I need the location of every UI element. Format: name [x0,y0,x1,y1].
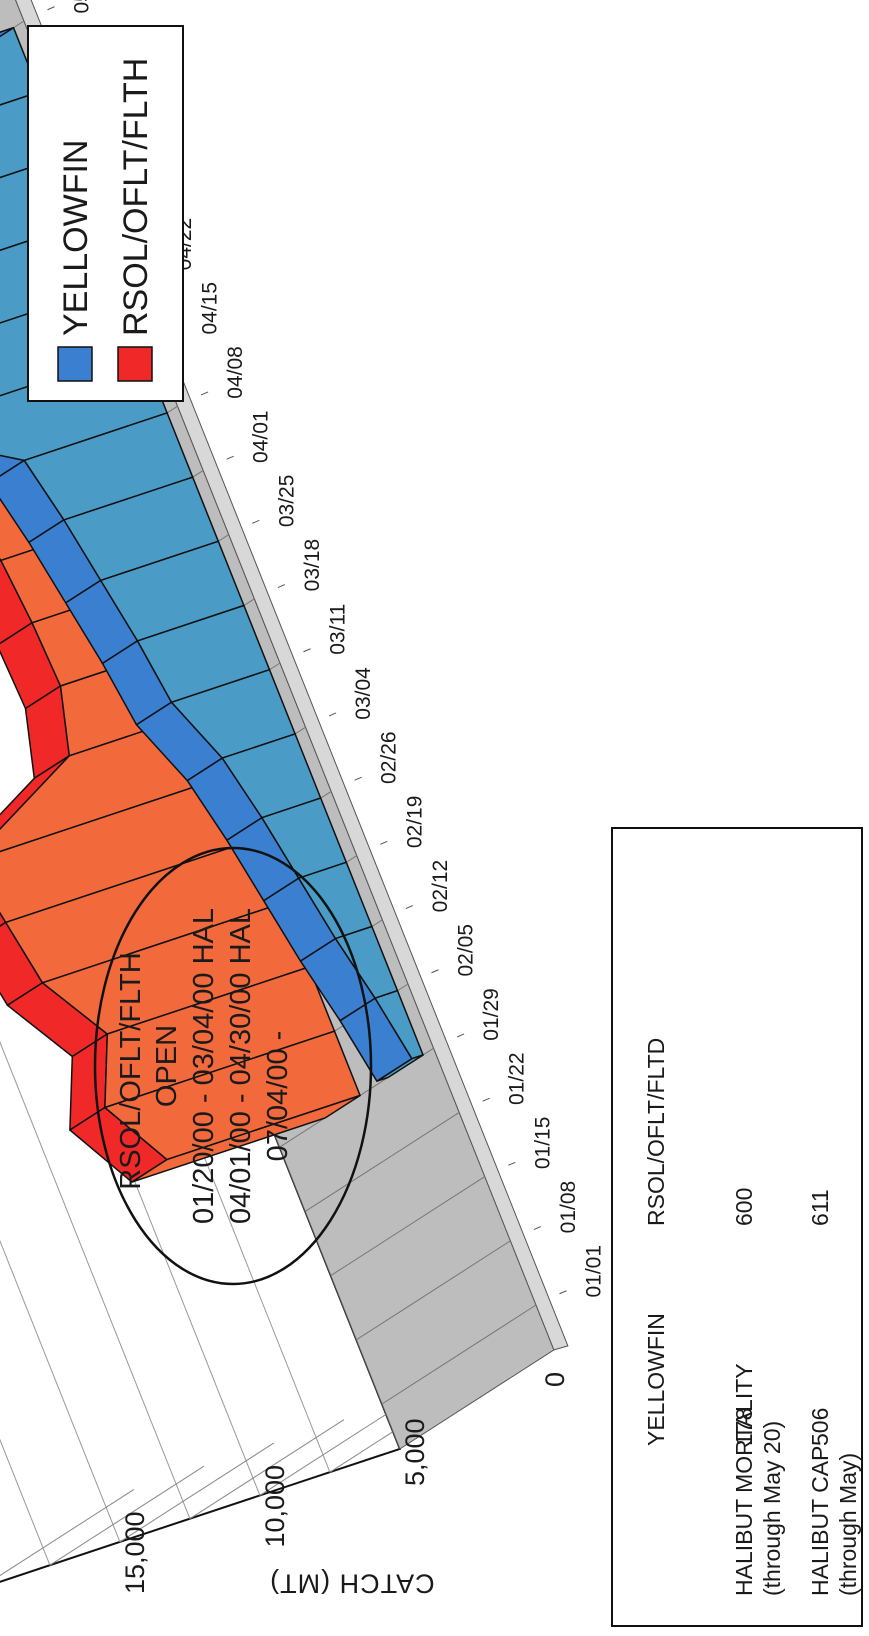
x-tick-mark-8 [354,776,362,781]
gridline-side-2 [189,1419,345,1520]
x-tick-mark-0 [559,1290,567,1295]
table-row-1-label-line-2: (through May 20) [759,1421,785,1596]
gridline-2 [0,151,191,1519]
table-row-2-label-line-1: HALIBUT CAP [807,1446,833,1596]
x-tick-02-19: 02/19 [403,796,426,849]
table-row-2-rsol: 611 [807,1189,833,1226]
annotation-line-1: RSOL/OFLT/FLTH [115,952,147,1189]
table-box [611,827,863,1627]
x-tick-mark-7 [380,840,388,845]
floor-divider-1 [356,1240,511,1341]
y-tick-1: 5,000 [400,1418,430,1486]
x-tick-01-08: 01/08 [557,1181,580,1234]
x-tick-01-01: 01/01 [583,1245,606,1298]
gridline-side-4 [49,1465,205,1566]
legend: YELLOWFIN RSOL/OFLT/FLTH [27,25,184,402]
table-row-1-yellowfin: 178 [731,1408,757,1446]
x-tick-mark-12 [252,519,260,524]
y-tick-2: 10,000 [260,1465,290,1548]
annotation-line-3: 01/20/00 - 03/04/00 HAL [188,908,220,1224]
x-tick-mark-9 [328,712,337,717]
series-layer [0,26,424,1183]
legend-swatch-yellowfin [57,346,93,382]
gridline-side-5 [0,1489,135,1589]
x-tick-mark-2 [508,1161,516,1166]
x-tick-mark-14 [200,391,209,396]
yellowfin-front-19 [0,26,40,142]
legend-label-yellowfin: YELLOWFIN [57,140,95,336]
x-tick-mark-3 [482,1097,490,1102]
table-row-2-label-line-2: (through May) [835,1453,861,1596]
y-axis-label: CATCH (MT) [269,1569,434,1599]
x-tick-02-26: 02/26 [378,731,401,784]
annotation-ellipse [93,846,373,1286]
x-tick-mark-13 [226,455,234,460]
x-tick-mark-10 [303,648,311,653]
table-row-1-label-line-1: HALIBUT MORTALITY [731,1363,757,1596]
x-tick-02-05: 02/05 [455,924,478,977]
legend-swatch-rsol [117,346,153,382]
legend-label-rsol: RSOL/OFLT/FLTH [117,58,155,336]
x-tick-mark-20 [47,6,55,11]
gridline-3 [0,174,121,1543]
x-tick-01-15: 01/15 [531,1117,554,1170]
floor-divider-3 [304,1111,460,1212]
x-tick-03-25: 03/25 [275,475,298,528]
x-tick-03-18: 03/18 [301,539,324,592]
legend-box [27,25,184,402]
x-tick-mark-1 [533,1226,542,1231]
y-tick-3: 15,000 [120,1511,150,1594]
season-annotation: RSOL/OFLT/FLTH OPEN 01/20/00 - 03/04/00 … [93,846,373,1286]
annotation-line-4: 04/01/00 - 04/30/00 HAL [225,908,257,1224]
gridline-1 [0,127,261,1496]
x-tick-03-04: 03/04 [352,667,375,720]
x-tick-04-01: 04/01 [250,410,273,463]
rsol-start-cap [131,1094,361,1183]
x-tick-04-15: 04/15 [199,282,222,335]
x-tick-04-08: 04/08 [224,346,247,399]
floor-divider-0 [381,1304,537,1405]
halibut-table: YELLOWFIN RSOL/OFLT/FLTD HALIBUT MORTALI… [611,827,863,1627]
x-tick-mark-5 [431,969,439,974]
table-header-yellowfin: YELLOWFIN [643,1313,669,1446]
table-header-rsol: RSOL/OFLT/FLTD [643,1038,669,1226]
yellowfin-start-cap [376,1054,424,1082]
floor-divider-2 [330,1176,486,1277]
x-tick-05-20: 05/20 [71,0,94,14]
table-row-2-yellowfin: 506 [807,1408,833,1446]
gridline-side-3 [119,1442,275,1543]
x-tick-mark-4 [456,1033,465,1038]
x-tick-01-29: 01/29 [480,988,503,1041]
x-tick-02-12: 02/12 [429,860,452,913]
y-tick-labels: 0 5,000 10,000 15,000 [120,1372,570,1594]
x-tick-01-22: 01/22 [506,1052,529,1105]
annotation-line-2: OPEN [151,1025,183,1107]
x-tick-mark-6 [405,905,414,910]
table-row-1-rsol: 600 [731,1188,757,1226]
y-tick-0: 0 [540,1372,570,1387]
x-tick-mark-11 [277,584,286,589]
x-tick-03-11: 03/11 [327,604,350,655]
annotation-line-5: 07/04/00 - [262,1031,294,1162]
